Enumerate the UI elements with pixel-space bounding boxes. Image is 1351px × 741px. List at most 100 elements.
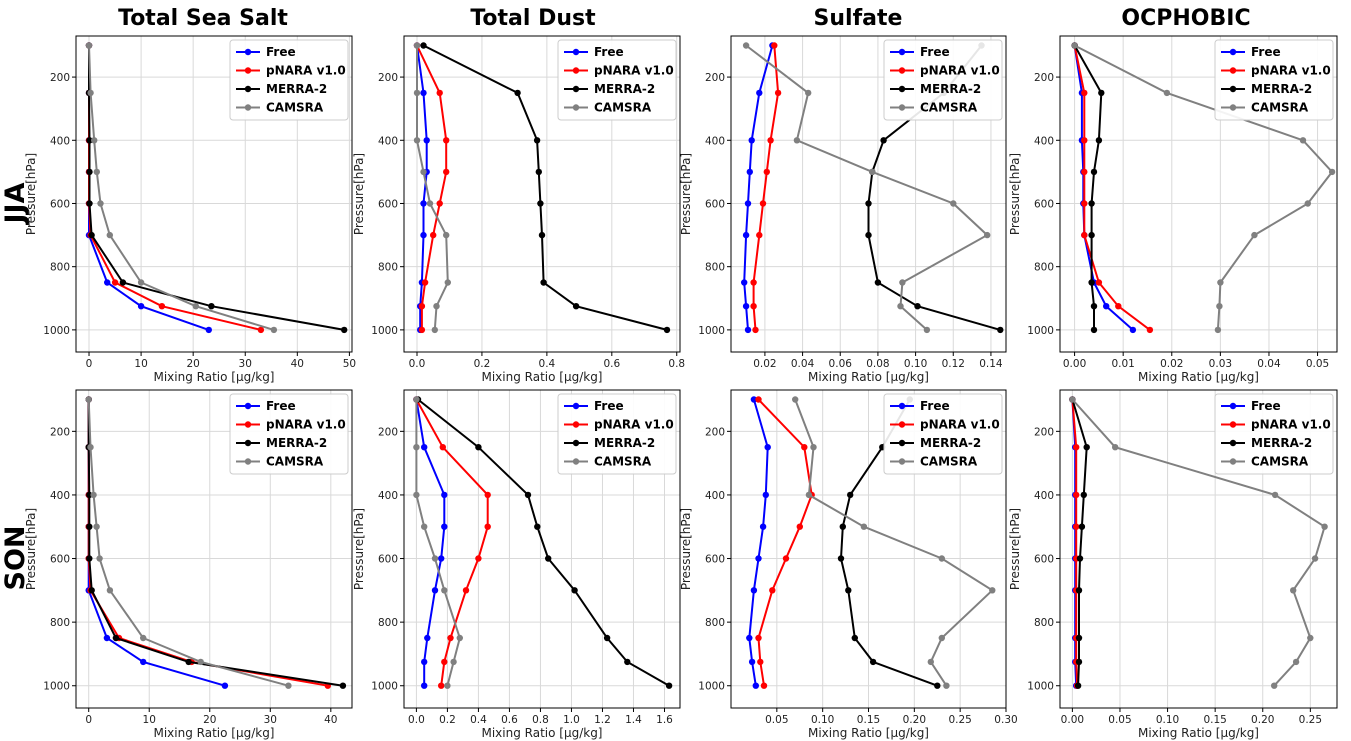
point-merra-2	[1090, 326, 1098, 334]
y-axis-label: Pressure[hPa]	[679, 153, 693, 235]
point-pnara-v1-0	[1073, 523, 1080, 530]
point-camsra	[444, 279, 451, 286]
legend: Free pNARA v1.0 MERRA-2 CAMSRA	[229, 39, 349, 121]
x-tick-label: 0.04	[1257, 358, 1281, 370]
y-tick-label: 1000	[43, 681, 70, 693]
point-merra-2	[88, 231, 95, 239]
point-merra-2	[86, 200, 93, 207]
point-free	[750, 396, 758, 403]
point-free	[104, 279, 111, 286]
x-tick-label: 0.20	[903, 714, 926, 726]
point-camsra	[989, 587, 996, 594]
point-pnara-v1-0	[443, 168, 450, 176]
x-tick-label: 40	[324, 714, 337, 726]
point-pnara-v1-0	[755, 396, 762, 403]
legend: Free pNARA v1.0 MERRA-2 CAMSRA	[229, 393, 349, 475]
point-camsra	[792, 396, 799, 403]
x-axis-label: Mixing Ratio [μg/kg]	[481, 370, 602, 384]
x-tick-label: 0.6	[603, 358, 620, 370]
legend-marker-merra-2	[1229, 85, 1237, 93]
x-tick-label: 0.25	[1299, 714, 1322, 726]
point-free	[431, 587, 439, 594]
point-merra-2	[86, 137, 93, 144]
x-axis-label: Mixing Ratio [μg/kg]	[481, 726, 602, 740]
legend-marker-pnara-v1-0	[898, 67, 906, 74]
y-tick-label: 200	[50, 72, 70, 84]
legend-marker-camsra	[572, 104, 580, 111]
x-tick-label: 0.12	[942, 358, 965, 370]
point-camsra	[950, 200, 957, 207]
x-tick-label: 1.4	[625, 714, 642, 726]
y-tick-label: 400	[1034, 490, 1054, 502]
point-camsra	[1216, 303, 1223, 310]
point-free	[424, 634, 431, 642]
legend-box	[883, 39, 1003, 121]
x-axis-label: Mixing Ratio [μg/kg]	[153, 726, 274, 740]
point-camsra	[742, 42, 750, 49]
point-free	[421, 658, 428, 666]
legend-label-merra-2: MERRA-2	[1251, 436, 1312, 450]
x-tick-label: 0.06	[829, 358, 853, 370]
legend-label-free: Free	[594, 45, 624, 59]
y-tick-label: 800	[50, 262, 70, 274]
point-pnara-v1-0	[418, 303, 426, 310]
point-camsra	[450, 658, 457, 666]
legend-label-merra-2: MERRA-2	[920, 436, 981, 450]
legend-label-free: Free	[920, 399, 950, 413]
point-merra-2	[534, 523, 541, 530]
point-merra-2	[537, 200, 544, 207]
y-tick-label: 600	[50, 198, 70, 210]
legend: Free pNARA v1.0 MERRA-2 CAMSRA	[1214, 393, 1334, 475]
point-pnara-v1-0	[750, 279, 757, 286]
y-tick-label: 200	[1034, 72, 1054, 84]
x-axis-label: Mixing Ratio [μg/kg]	[1138, 370, 1259, 384]
point-camsra	[1292, 658, 1300, 666]
x-tick-label: 0.03	[1209, 358, 1232, 370]
point-merra-2	[1088, 279, 1095, 286]
legend-label-free: Free	[920, 45, 950, 59]
point-camsra	[96, 555, 103, 562]
point-pnara-v1-0	[750, 303, 757, 310]
point-merra-2	[1098, 89, 1105, 97]
x-tick-label: 0.15	[857, 714, 880, 726]
point-camsra	[984, 231, 991, 239]
point-merra-2	[839, 523, 846, 530]
plot-frame	[730, 35, 1007, 353]
y-tick-label: 800	[378, 262, 398, 274]
legend: Free pNARA v1.0 MERRA-2 CAMSRA	[557, 39, 677, 121]
x-tick-label: 0.25	[948, 714, 971, 726]
point-camsra	[413, 396, 420, 403]
point-pnara-v1-0	[774, 89, 782, 97]
legend-label-free: Free	[266, 45, 296, 59]
x-tick-label: 0.8	[532, 714, 549, 726]
point-camsra	[1214, 326, 1222, 334]
point-camsra	[93, 523, 100, 530]
x-axis-label: Mixing Ratio [μg/kg]	[808, 370, 929, 384]
point-free	[742, 303, 750, 310]
x-tick-label: 0.2	[474, 358, 491, 370]
series-line-pnara-v1-0	[1073, 45, 1151, 331]
legend-label-pnara-v1-0: pNARA v1.0	[1251, 64, 1331, 78]
legend: Free pNARA v1.0 MERRA-2 CAMSRA	[557, 393, 677, 475]
row-title-son: SON	[0, 526, 31, 591]
point-camsra	[1290, 587, 1297, 594]
legend-marker-free	[572, 48, 580, 56]
point-pnara-v1-0	[771, 42, 778, 49]
panel-son-sulfate: 0.05 0.10 0.15 0.20 0.25 0.30 200 400 600 800 1000…	[679, 389, 1018, 740]
point-free	[441, 491, 448, 499]
point-camsra	[85, 396, 92, 403]
point-camsra	[1328, 168, 1336, 176]
point-pnara-v1-0	[1095, 279, 1103, 286]
legend-label-pnara-v1-0: pNARA v1.0	[594, 418, 674, 432]
panel-jja-sulfate: 0.02 0.04 0.06 0.08 0.10 0.12 0.14 200 400 600 800…	[679, 35, 1007, 384]
x-tick-label: 10	[134, 358, 147, 370]
point-pnara-v1-0	[782, 555, 790, 562]
legend: Free pNARA v1.0 MERRA-2 CAMSRA	[883, 393, 1003, 475]
legend-box	[883, 393, 1003, 475]
point-camsra	[140, 634, 147, 642]
point-pnara-v1-0	[1073, 444, 1080, 451]
point-camsra	[413, 89, 421, 97]
legend-box	[1214, 393, 1334, 475]
point-pnara-v1-0	[760, 682, 768, 689]
